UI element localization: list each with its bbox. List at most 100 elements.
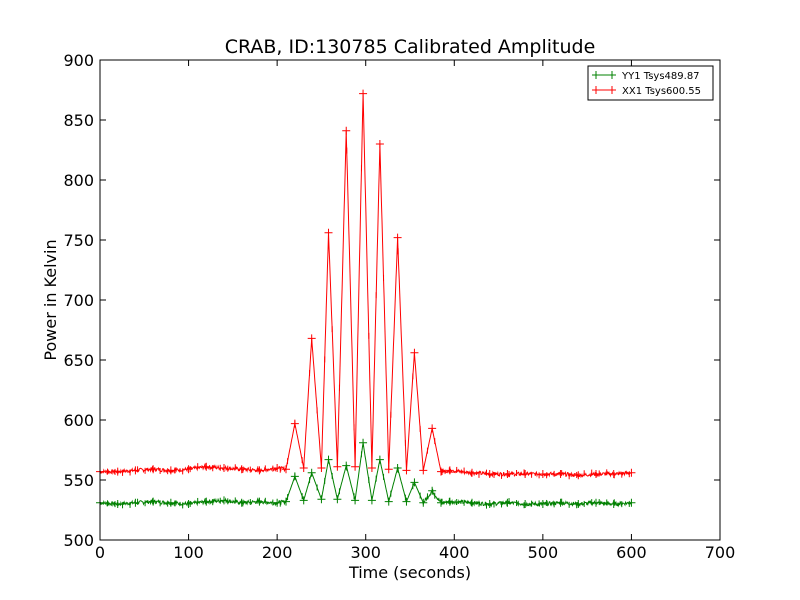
x-tick-label: 600 bbox=[616, 543, 647, 562]
data-point bbox=[255, 466, 264, 475]
data-point bbox=[609, 500, 618, 508]
data-point bbox=[521, 500, 530, 508]
data-point bbox=[299, 464, 308, 472]
data-point bbox=[220, 464, 228, 472]
y-tick-label: 650 bbox=[63, 351, 94, 370]
y-tick-label: 900 bbox=[63, 51, 94, 70]
y-tick-label: 750 bbox=[63, 231, 94, 250]
data-point bbox=[419, 498, 428, 507]
data-point bbox=[485, 500, 494, 508]
data-point bbox=[375, 455, 384, 464]
data-point bbox=[574, 500, 583, 508]
data-point bbox=[166, 466, 175, 475]
legend-label: YY1 Tsys489.87 bbox=[621, 71, 700, 82]
y-tick-label: 550 bbox=[63, 471, 94, 490]
data-point bbox=[299, 496, 308, 505]
data-point bbox=[468, 498, 476, 507]
data-point bbox=[556, 470, 565, 478]
data-point bbox=[342, 461, 351, 470]
data-point bbox=[538, 470, 547, 478]
data-point bbox=[307, 468, 316, 477]
x-tick-label: 500 bbox=[528, 543, 559, 562]
data-point bbox=[307, 334, 316, 343]
data-point bbox=[351, 496, 360, 505]
y-tick-label: 600 bbox=[63, 411, 94, 430]
y-tick-label: 500 bbox=[63, 531, 94, 550]
data-point bbox=[149, 465, 158, 474]
data-point bbox=[384, 497, 393, 506]
data-point bbox=[202, 462, 211, 471]
data-point bbox=[419, 466, 428, 475]
data-point bbox=[255, 497, 264, 506]
x-axis: 0 100 200 300 400 500 600 700 bbox=[95, 60, 735, 562]
data-point bbox=[367, 496, 376, 505]
data-point bbox=[220, 496, 228, 505]
data-point bbox=[393, 464, 402, 472]
data-point bbox=[131, 466, 140, 475]
data-point bbox=[592, 470, 600, 478]
x-tick-label: 200 bbox=[262, 543, 293, 562]
y-axis-label: Power in Kelvin bbox=[41, 239, 60, 360]
series-2 bbox=[96, 89, 636, 480]
x-tick-label: 100 bbox=[173, 543, 204, 562]
y-tick-label: 800 bbox=[63, 171, 94, 190]
legend-marker bbox=[595, 86, 613, 94]
data-point bbox=[317, 464, 326, 472]
data-point bbox=[592, 498, 600, 507]
data-point bbox=[538, 500, 547, 508]
chart-title: CRAB, ID:130785 Calibrated Amplitude bbox=[225, 36, 596, 58]
data-point bbox=[393, 233, 402, 242]
data-point bbox=[324, 455, 333, 464]
data-point bbox=[375, 140, 384, 148]
data-point bbox=[503, 470, 512, 478]
data-point bbox=[428, 424, 437, 433]
data-point bbox=[627, 498, 636, 507]
data-point bbox=[627, 468, 636, 477]
data-point bbox=[282, 465, 290, 474]
data-point bbox=[485, 470, 494, 478]
data-point bbox=[609, 470, 618, 478]
legend-marker bbox=[595, 71, 613, 79]
x-tick-label: 0 bbox=[95, 543, 105, 562]
data-point bbox=[437, 467, 445, 476]
data-point bbox=[282, 497, 290, 506]
data-point bbox=[202, 497, 211, 506]
series-line bbox=[99, 93, 632, 479]
data-point bbox=[402, 497, 411, 506]
data-point bbox=[468, 468, 476, 477]
data-point bbox=[237, 498, 246, 507]
data-point bbox=[428, 486, 437, 495]
data-point bbox=[149, 497, 158, 506]
data-point bbox=[184, 500, 193, 508]
data-point bbox=[437, 498, 445, 507]
series-layer bbox=[96, 89, 636, 509]
data-point bbox=[131, 498, 140, 507]
data-point bbox=[521, 470, 530, 478]
y-tick-label: 700 bbox=[63, 291, 94, 310]
data-point bbox=[333, 462, 342, 471]
data-point bbox=[166, 498, 175, 507]
y-axis: 500 550 600 650 700 750 800 850 900 bbox=[63, 51, 720, 550]
data-point bbox=[445, 497, 454, 506]
legend: YY1 Tsys489.87 XX1 Tsys600.55 bbox=[587, 65, 714, 101]
data-point bbox=[342, 126, 351, 135]
data-point bbox=[574, 471, 583, 480]
data-point bbox=[324, 228, 333, 237]
data-point bbox=[359, 438, 368, 447]
data-point bbox=[410, 478, 419, 487]
x-tick-label: 700 bbox=[705, 543, 736, 562]
x-tick-label: 400 bbox=[439, 543, 470, 562]
data-point bbox=[556, 498, 565, 507]
data-point bbox=[317, 495, 326, 504]
data-point bbox=[237, 465, 246, 474]
legend-label: XX1 Tsys600.55 bbox=[622, 86, 701, 97]
data-point bbox=[402, 466, 411, 475]
data-point bbox=[410, 348, 419, 357]
y-tick-label: 850 bbox=[63, 111, 94, 130]
legend-box bbox=[587, 65, 714, 101]
data-point bbox=[384, 465, 393, 474]
data-point bbox=[367, 464, 376, 472]
data-point bbox=[503, 498, 512, 507]
